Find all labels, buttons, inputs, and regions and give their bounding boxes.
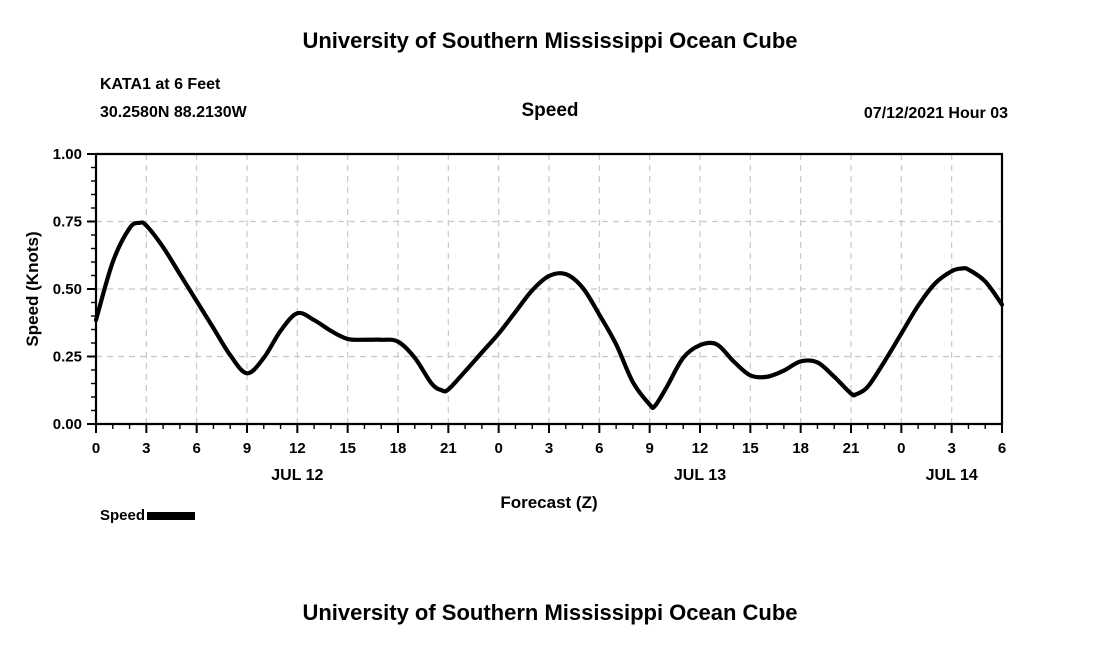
x-day-label: JUL 14 <box>926 467 978 484</box>
station-label: KATA1 at 6 Feet <box>100 76 221 93</box>
x-day-label: JUL 13 <box>674 467 726 484</box>
x-tick-label: 9 <box>243 440 251 457</box>
axis-labels: 0.00 0.25 0.50 0.75 1.00 0 3 6 9 12 15 18 21 0 3 6 9 12 15… <box>23 146 1006 512</box>
x-tick-label: 6 <box>595 440 603 457</box>
x-tick-label: 15 <box>339 440 356 457</box>
chart-subtitle: Speed <box>521 100 579 121</box>
data-series <box>93 220 1005 411</box>
legend-item-label: Speed <box>100 507 146 524</box>
y-tick-label: 0.50 <box>53 281 82 298</box>
legend: Speed <box>100 507 196 524</box>
x-tick-label: 0 <box>897 440 905 457</box>
y-tick-label: 1.00 <box>53 146 82 163</box>
y-tick-label: 0.00 <box>53 416 82 433</box>
y-axis-title: Speed (Knots) <box>23 231 42 346</box>
y-tick-label: 0.25 <box>53 349 82 366</box>
x-tick-label: 21 <box>440 440 457 457</box>
x-tick-label: 21 <box>843 440 860 457</box>
x-tick-label: 0 <box>494 440 502 457</box>
series-line-speed <box>93 220 1005 411</box>
legend-line-swatch <box>147 511 196 520</box>
footer-title: University of Southern Mississippi Ocean… <box>302 600 798 625</box>
x-tick-label: 6 <box>998 440 1006 457</box>
x-tick-label: 12 <box>289 440 306 457</box>
x-tick-label: 15 <box>742 440 759 457</box>
x-tick-label: 3 <box>142 440 150 457</box>
x-tick-label: 9 <box>645 440 653 457</box>
page-title: University of Southern Mississippi Ocean… <box>302 28 798 53</box>
x-tick-label: 0 <box>92 440 100 457</box>
x-tick-label: 6 <box>192 440 200 457</box>
x-tick-label: 3 <box>545 440 553 457</box>
x-axis-title: Forecast (Z) <box>500 493 597 512</box>
x-tick-label: 18 <box>792 440 809 457</box>
x-tick-label: 12 <box>692 440 709 457</box>
x-tick-label: 18 <box>390 440 407 457</box>
x-day-label: JUL 12 <box>271 467 323 484</box>
gridlines <box>96 154 1002 424</box>
y-tick-label: 0.75 <box>53 214 82 231</box>
axis-frame-rect <box>94 152 1004 426</box>
x-tick-label: 3 <box>947 440 955 457</box>
axis-frame <box>94 152 1004 426</box>
forecast-timestamp: 07/12/2021 Hour 03 <box>863 105 1008 122</box>
coordinates-label: 30.2580N 88.2130W <box>100 104 247 121</box>
